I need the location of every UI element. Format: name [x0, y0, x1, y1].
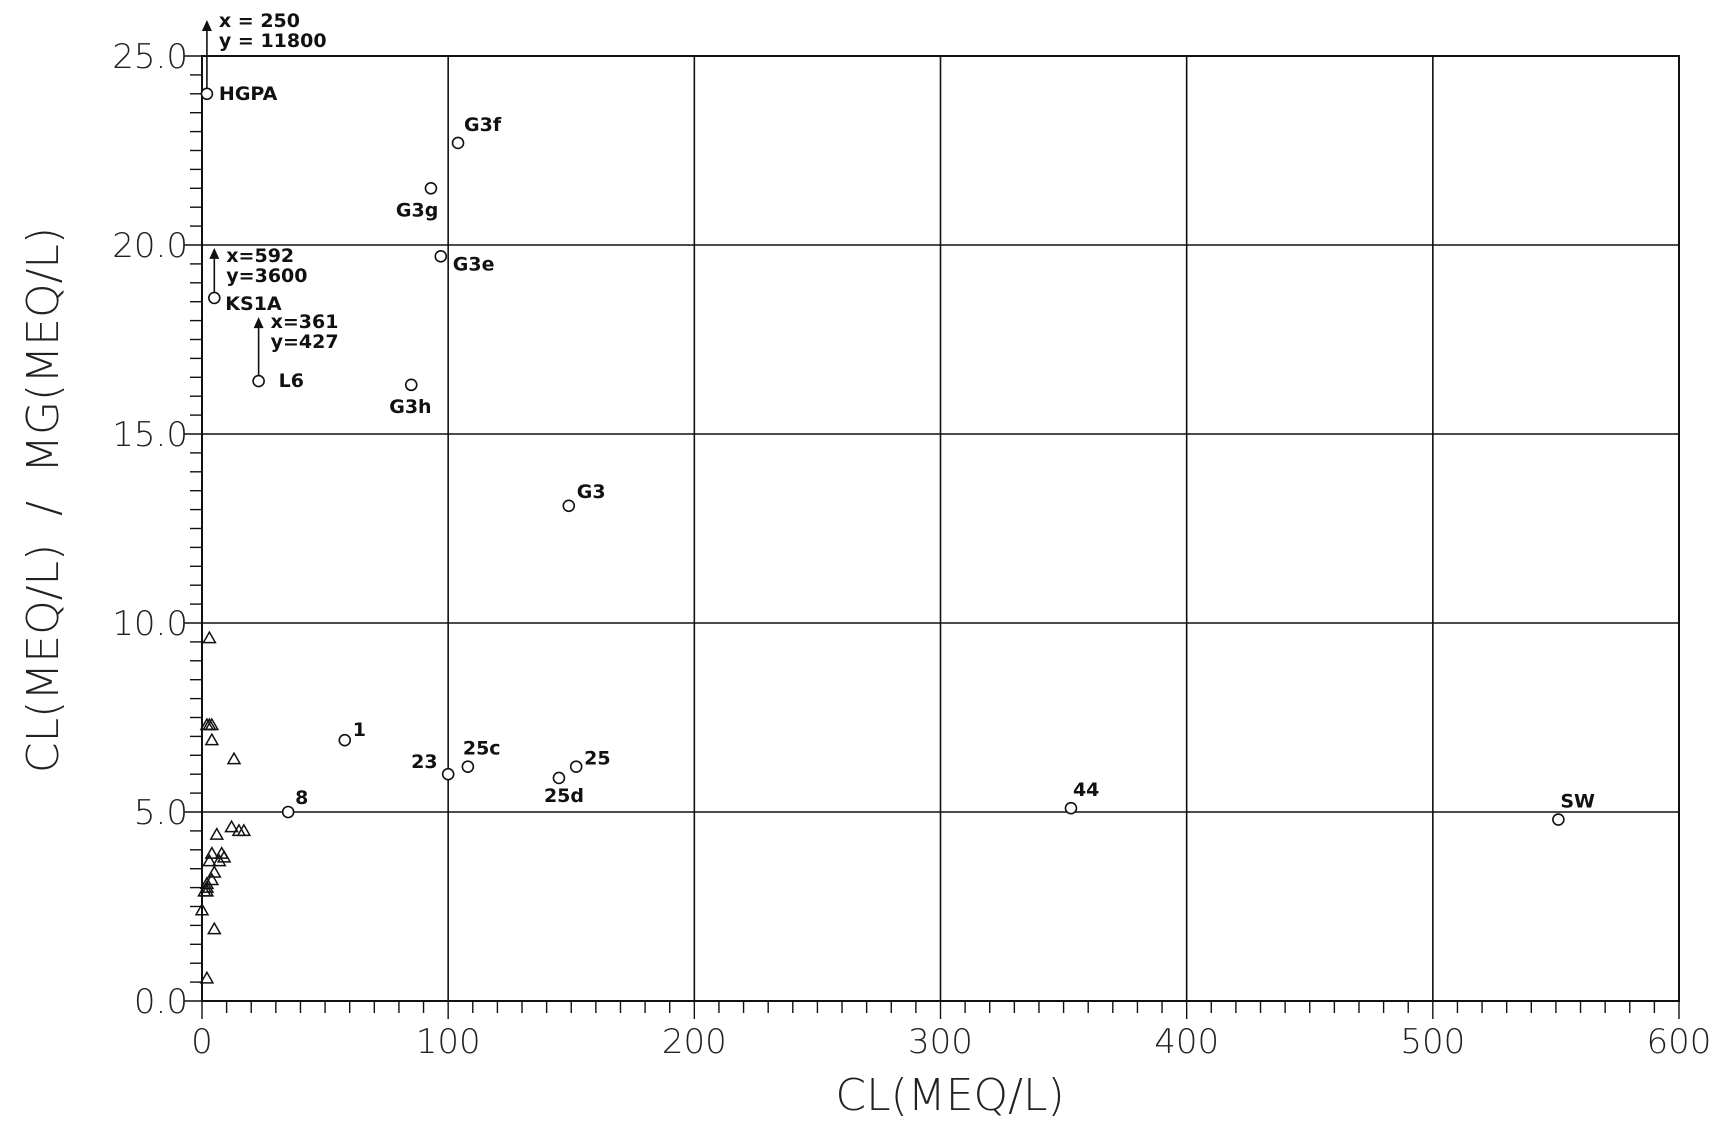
circle-point-G3g: [424, 182, 438, 195]
triangle-point: [224, 819, 239, 833]
y-tick-label: 20.0: [112, 226, 188, 266]
minor-ticks: [184, 55, 1680, 1019]
point-label-25: 25: [584, 748, 610, 770]
triangle-point: [209, 827, 225, 840]
x-axis-title: CL(MEQ/L): [835, 1070, 1064, 1121]
triangle-point: [199, 970, 215, 984]
circle-point-8: [281, 805, 295, 819]
point-label-23: 23: [411, 751, 437, 773]
circle-point-L6: [252, 374, 265, 388]
annotation-y-HGPA: y = 11800: [219, 30, 327, 52]
circle-point-KS1A: [208, 291, 221, 305]
point-label-G3h: G3h: [389, 396, 431, 418]
circle-point-23: [441, 767, 455, 781]
point-label-L6: L6: [279, 370, 304, 392]
y-axis-title: CL(MEQ/L) / MG(MEQ/L): [18, 227, 69, 773]
point-label-KS1A: KS1A: [225, 293, 282, 315]
point-label-G3: G3: [577, 481, 606, 503]
annotation-x-L6: x=361: [271, 311, 339, 333]
circle-point-G3f: [451, 136, 465, 150]
point-label-G3e: G3e: [453, 253, 495, 275]
circle-point-25d: [552, 771, 566, 785]
point-label-G3f: G3f: [464, 114, 502, 136]
x-tick-label: 300: [908, 1022, 973, 1062]
x-tick-label: 500: [1400, 1022, 1465, 1062]
triangle-point: [204, 717, 220, 731]
annotation-x-KS1A: x=592: [226, 245, 294, 267]
annotation-y-KS1A: y=3600: [226, 265, 307, 287]
x-tick-label: 100: [416, 1022, 481, 1062]
triangle-point: [204, 872, 220, 886]
circle-point-44: [1064, 801, 1078, 815]
circle-point-HGPA: [200, 87, 214, 101]
arrow-head-HGPA: [201, 20, 212, 31]
y-tick-label: 15.0: [112, 415, 188, 455]
arrow-head-L6: [253, 317, 264, 329]
x-tick-label: 200: [662, 1022, 727, 1062]
y-tick-label: 10.0: [112, 604, 188, 644]
point-label-25d: 25d: [544, 785, 584, 807]
circle-point-1: [338, 733, 352, 747]
triangle-point: [226, 751, 242, 765]
y-tick-label: 5.0: [134, 793, 188, 833]
x-tick-label: 600: [1647, 1022, 1712, 1062]
triangle-point: [207, 921, 222, 935]
y-tick-label: 0.0: [134, 982, 188, 1022]
triangle-point: [216, 849, 232, 863]
triangle-point: [207, 864, 222, 878]
circle-point-G3h: [404, 378, 418, 392]
data-points: [194, 87, 1565, 984]
point-label-HGPA: HGPA: [219, 83, 278, 105]
y-tick-label: 25.0: [112, 37, 188, 77]
triangle-point: [204, 732, 220, 746]
triangle-point: [194, 902, 210, 916]
point-label-1: 1: [353, 719, 366, 741]
circle-point-25c: [461, 760, 475, 773]
triangle-point: [202, 630, 217, 644]
annotation-x-HGPA: x = 250: [219, 10, 300, 32]
point-label-SW: SW: [1560, 791, 1595, 813]
triangle-point: [202, 853, 217, 867]
circle-point-G3e: [434, 250, 448, 263]
circle-point-25: [569, 760, 583, 773]
grid-lines: [202, 56, 1679, 1001]
point-label-G3g: G3g: [396, 199, 438, 221]
arrow-head-KS1A: [209, 247, 220, 259]
point-label-8: 8: [295, 787, 308, 809]
point-label-25c: 25c: [463, 738, 501, 760]
triangle-point: [236, 823, 252, 837]
triangle-point: [199, 883, 215, 897]
triangle-point: [211, 853, 227, 867]
x-tick-label: 400: [1154, 1022, 1219, 1062]
annotation-y-L6: y=427: [271, 331, 339, 353]
point-label-44: 44: [1073, 779, 1099, 801]
circle-point-SW: [1552, 813, 1565, 826]
tick-labels: 0 100 200 300 400 500 600 0.0 5.0 10.0 15.0 20.0 25.…: [112, 37, 1711, 1062]
x-tick-label: 0: [191, 1022, 213, 1062]
circle-point-G3: [562, 499, 576, 513]
